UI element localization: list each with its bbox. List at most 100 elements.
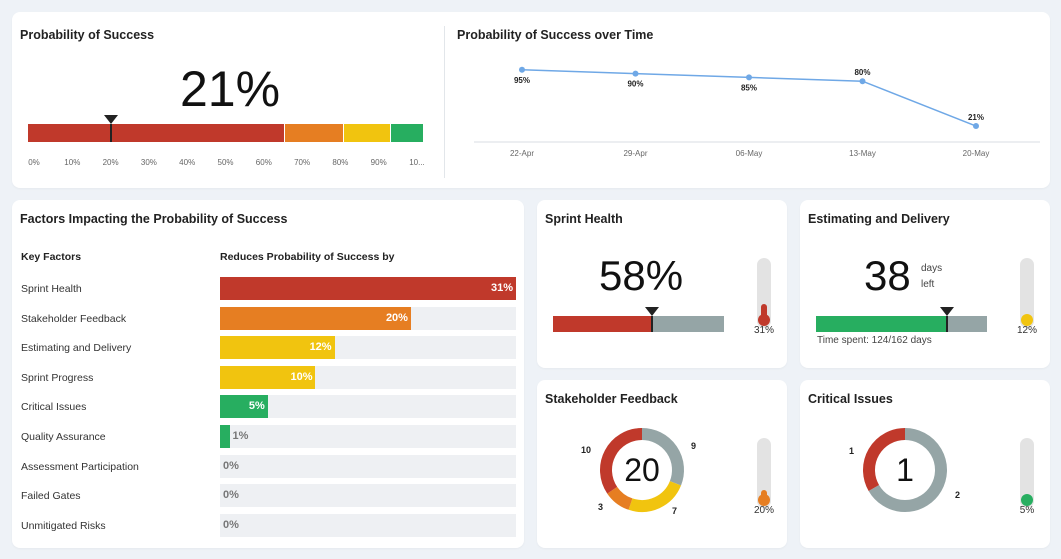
- data-point: [973, 123, 979, 130]
- estimating-value: 38: [864, 252, 911, 299]
- factor-bar-fill: [220, 395, 268, 419]
- factor-label: Stakeholder Feedback: [21, 312, 127, 325]
- over-time-chart: 95% 22-Apr 90% 29-Apr 85% 06-May 80% 13-May 21% 2…: [474, 66, 1040, 158]
- donut-segment: [628, 480, 682, 512]
- critical-label-1: 1: [849, 446, 855, 456]
- bar-marker-icon: [645, 307, 660, 316]
- data-label: 21%: [968, 113, 984, 122]
- factor-label: Sprint Health: [21, 283, 82, 295]
- x-tick-label: 06-May: [736, 149, 763, 158]
- sprint-health-thermo-label: 31%: [753, 325, 775, 336]
- factor-bar-track: 0%: [220, 454, 516, 478]
- x-tick-label: 29-Apr: [623, 149, 647, 158]
- donut-segment: [607, 486, 633, 510]
- data-label: 85%: [741, 83, 757, 92]
- donut-segment: [868, 428, 947, 512]
- factor-value: 12%: [309, 341, 332, 354]
- factor-label: Failed Gates: [21, 490, 81, 503]
- sprint-health-card: Sprint Health 58% 31%: [537, 200, 787, 368]
- sprint-health-bar: [553, 307, 724, 332]
- pos-gauge-ticks: 0% 10% 20% 30% 40% 50% 60% 70% 80% 90% 10...: [28, 158, 425, 170]
- critical-label-2: 2: [955, 490, 961, 500]
- pos-tick-label: 50%: [217, 158, 234, 167]
- estimating-title: Estimating and Delivery: [808, 212, 950, 226]
- donut-segment: [641, 428, 684, 486]
- pos-tick-label: 80%: [332, 158, 349, 167]
- data-label: 80%: [854, 68, 870, 77]
- pos-tick-label: 90%: [370, 158, 387, 167]
- pos-marker-line: [109, 124, 112, 142]
- factor-value: 0%: [223, 518, 239, 531]
- estimating-time-spent: Time spent: 124/162 days: [817, 335, 932, 346]
- estimating-bar: [816, 307, 987, 332]
- pos-tick-label: 0%: [28, 158, 40, 167]
- x-tick-label: 22-Apr: [510, 149, 534, 158]
- x-tick-label: 13-May: [849, 149, 876, 158]
- bar-segment-remaining: [946, 316, 987, 332]
- pos-segment: [28, 124, 284, 142]
- probability-card: Probability of Success 21% 0% 10% 20% 30% 40…: [12, 12, 1050, 188]
- thermometer-bulb: [1021, 494, 1033, 506]
- factor-label: Assessment Participation: [21, 460, 139, 473]
- factor-bar-fill: [220, 336, 335, 360]
- factor-value: 10%: [290, 370, 313, 383]
- factor-bar-track: 31%: [220, 277, 516, 300]
- bar-segment-remaining: [652, 316, 724, 332]
- donut-segment: [600, 428, 643, 494]
- bar-marker-icon: [939, 307, 954, 316]
- stakeholder-label-10: 10: [581, 445, 592, 455]
- data-point: [859, 78, 866, 85]
- sprint-health-title: Sprint Health: [545, 212, 623, 226]
- pos-segment: [344, 124, 391, 142]
- factor-bar-track: 5%: [220, 395, 516, 419]
- over-time-title: Probability of Success over Time: [457, 28, 654, 42]
- thermometer-fill: [761, 304, 767, 322]
- thermometer-bulb: [758, 314, 770, 326]
- pos-segment: [391, 124, 423, 142]
- factor-value: 1%: [232, 430, 249, 442]
- data-label: 95%: [514, 76, 530, 85]
- critical-center: 1: [896, 452, 914, 488]
- critical-card: Critical Issues 1 1 2 5%: [800, 380, 1050, 548]
- factor-bar-track: 20%: [220, 306, 516, 330]
- data-point: [632, 70, 639, 77]
- pos-gauge-bar: [28, 115, 423, 142]
- pos-tick-label: 70%: [294, 158, 311, 167]
- factors-col1-header: Key Factors: [21, 251, 82, 263]
- factor-value: 0%: [223, 459, 239, 472]
- bar-segment-filled: [553, 316, 653, 332]
- factor-label: Sprint Progress: [21, 371, 94, 384]
- thermometer-bulb: [1021, 314, 1033, 326]
- pos-tick-label: 20%: [102, 158, 119, 167]
- factor-label: Unmitigated Risks: [21, 519, 106, 532]
- stakeholder-thermo-label: 20%: [753, 505, 775, 516]
- pos-segment: [284, 124, 343, 142]
- stakeholder-title: Stakeholder Feedback: [545, 392, 678, 406]
- bar-marker-line: [651, 316, 654, 332]
- factor-value: 31%: [490, 282, 513, 294]
- data-label: 90%: [627, 80, 643, 89]
- critical-thermo-label: 5%: [1019, 505, 1035, 516]
- donut-segment: [863, 428, 906, 491]
- factor-bar-track: 10%: [220, 365, 516, 389]
- estimating-unit-days: days: [921, 263, 943, 274]
- data-point: [519, 66, 525, 73]
- pos-tick-label: 10%: [64, 158, 81, 167]
- stakeholder-label-9: 9: [691, 441, 697, 451]
- factors-col2-header: Reduces Probability of Success by: [220, 251, 395, 263]
- thermometer-bulb: [758, 494, 770, 506]
- pos-value: 21%: [180, 61, 281, 117]
- factor-bar-track: 0%: [220, 484, 516, 508]
- critical-thermometer: [1020, 438, 1034, 508]
- factor-bar-track: 12%: [220, 336, 516, 360]
- pos-title: Probability of Success: [20, 28, 155, 42]
- stakeholder-label-3: 3: [598, 502, 604, 512]
- factor-bar-fill: [220, 277, 516, 300]
- factor-bar-track: 1%: [220, 425, 516, 448]
- pos-tick-label: 30%: [140, 158, 157, 167]
- factor-value: 5%: [248, 400, 265, 413]
- factor-label: Estimating and Delivery: [21, 342, 132, 355]
- data-point: [746, 74, 752, 81]
- critical-title: Critical Issues: [808, 392, 893, 406]
- factor-value: 20%: [385, 311, 408, 324]
